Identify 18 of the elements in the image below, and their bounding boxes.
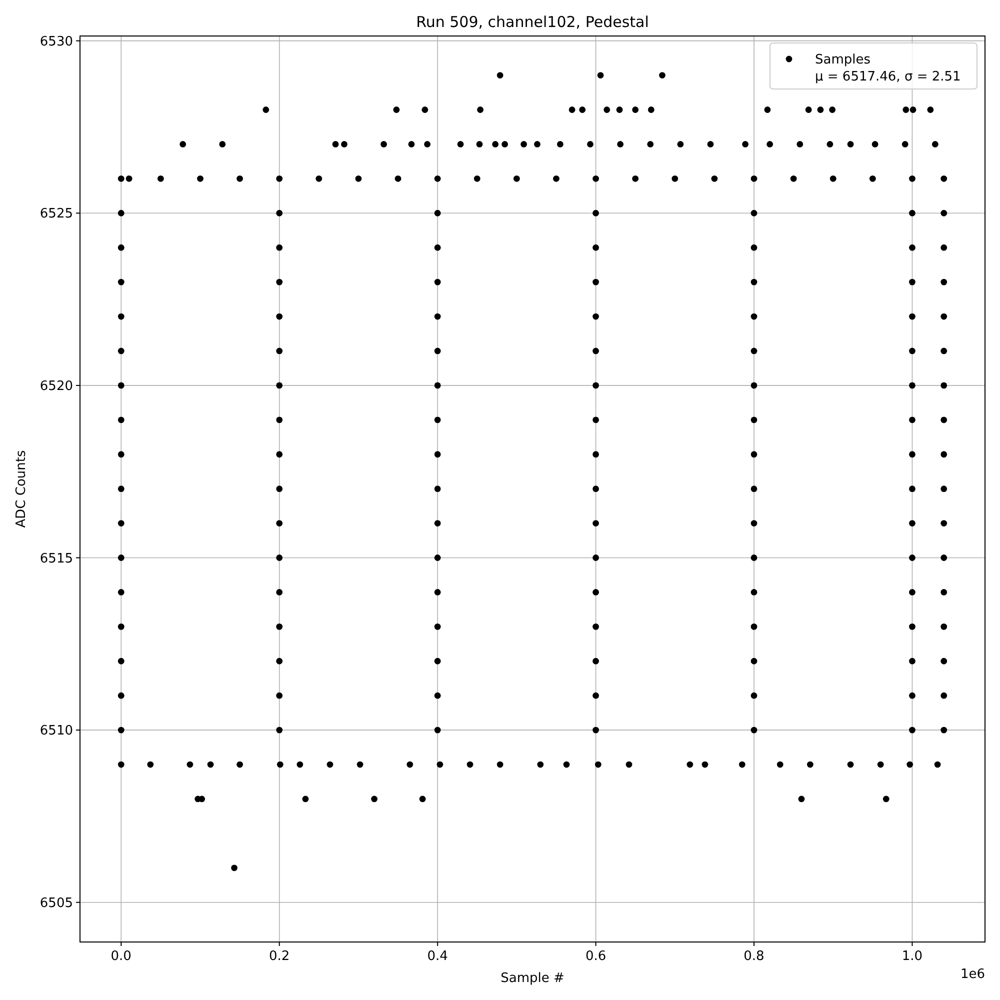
y-tick-label: 6525	[40, 206, 73, 222]
x-tick-label: 0.4	[427, 949, 448, 964]
x-tick-label: 0.2	[269, 949, 290, 964]
y-tick-label: 6520	[40, 378, 73, 394]
y-tick-label: 6515	[40, 551, 73, 566]
chart-title: Run 509, channel102, Pedestal	[416, 13, 649, 31]
y-tick-label: 6505	[40, 896, 73, 911]
x-tick-label: 0.8	[744, 949, 764, 964]
x-tick-label: 0.6	[585, 949, 606, 964]
annotation: μ = 6517.46, σ = 2.51	[815, 70, 961, 85]
y-tick-label: 6510	[40, 724, 73, 739]
y-axis-title: ADC Counts	[14, 450, 29, 528]
x-tick-label: 1.0	[902, 949, 923, 964]
x-axis-title: Sample #	[500, 971, 564, 986]
x-tick-label: 0.0	[110, 949, 132, 964]
legend-label: Samples	[815, 52, 871, 68]
y-tick-label: 6530	[40, 34, 73, 50]
text: 1e6	[960, 967, 985, 982]
